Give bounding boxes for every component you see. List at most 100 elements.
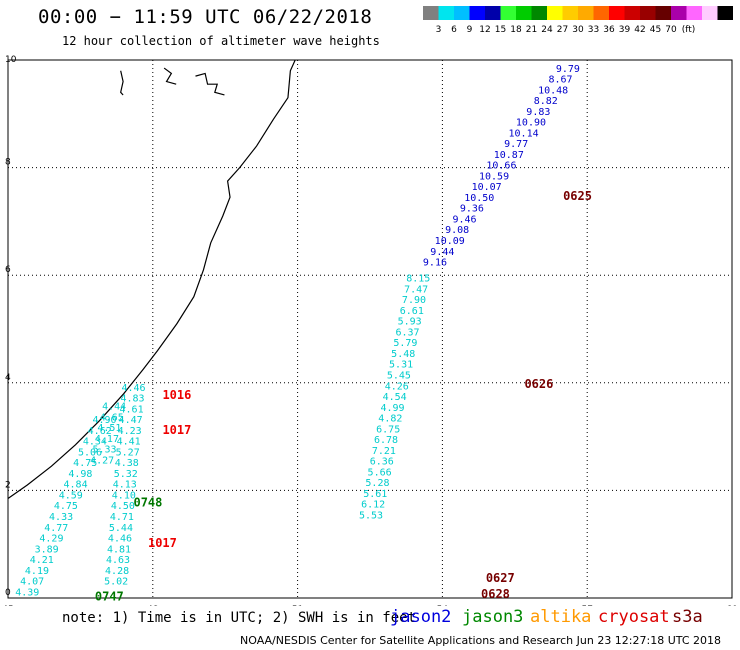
swh-value: 5.79 [393, 338, 417, 349]
swh-value: 4.26 [385, 381, 409, 392]
swh-value: 4.19 [25, 566, 49, 577]
swh-value: 10.50 [464, 193, 494, 204]
swh-value: 4.46 [121, 383, 145, 394]
swh-value: 4.71 [110, 512, 134, 523]
y-tick-label: 2 [5, 480, 11, 490]
color-scale-label: 30 [572, 25, 584, 34]
swh-value: 5.02 [104, 577, 128, 588]
color-swatch [500, 6, 516, 20]
swh-value: 4.98 [68, 469, 92, 480]
color-scale-label: 3 [436, 25, 442, 34]
swh-value: 10.14 [509, 128, 539, 139]
swh-value: 5.31 [389, 360, 413, 371]
color-scale-label: 33 [588, 25, 599, 34]
swh-value: 4.50 [111, 501, 135, 512]
map-frame [7, 59, 733, 599]
swh-value: 8.15 [406, 274, 430, 285]
color-scale-label: 70 [665, 25, 677, 34]
color-scale-label: 24 [541, 25, 553, 34]
color-scale-label: (ft) [682, 25, 696, 34]
pass-time-label: 0626 [524, 377, 553, 391]
swh-value: 4.44 [102, 402, 126, 413]
x-tick-label: 60 [726, 605, 738, 606]
swh-value: 4.17 [95, 434, 119, 445]
swh-value: 9.16 [423, 258, 447, 269]
swh-value: 10.07 [472, 182, 502, 193]
y-tick-label: 0 [5, 588, 11, 598]
island-outline [163, 67, 177, 85]
legend-jason3: jason3 [462, 607, 524, 627]
swh-value: 10.66 [486, 161, 516, 172]
swh-value: 5.45 [387, 370, 411, 381]
color-scale-label: 27 [557, 25, 568, 34]
swh-value: 9.44 [430, 247, 454, 258]
swh-value: 4.33 [49, 512, 73, 523]
swh-value: 5.06 [78, 447, 102, 458]
swh-value: 4.13 [113, 480, 137, 491]
swh-value: 4.34 [83, 437, 107, 448]
color-swatch [640, 6, 656, 20]
x-tick-label: 54 [437, 605, 449, 606]
color-swatch [686, 6, 702, 20]
swh-value: 5.27 [116, 447, 140, 458]
swh-value: 7.21 [372, 446, 396, 457]
color-swatch [609, 6, 625, 20]
color-scale-label: 18 [510, 25, 522, 34]
color-swatch [562, 6, 578, 20]
pass-time-label: 1017 [148, 536, 177, 550]
swh-value: 4.46 [108, 534, 132, 545]
swh-value: 6.12 [361, 500, 385, 511]
island-outline [120, 70, 124, 96]
x-tick-label: 48 [147, 605, 159, 606]
swh-value: 4.63 [106, 555, 130, 566]
swh-value: 8.82 [534, 96, 558, 107]
swh-value: 7.47 [404, 284, 428, 295]
color-swatch [423, 6, 439, 20]
swh-value: 4.27 [90, 456, 114, 467]
legend-jason2: jason2 [390, 607, 452, 627]
color-swatch [578, 6, 594, 20]
swh-value: 5.48 [391, 349, 415, 360]
color-swatch [702, 6, 718, 20]
swh-value: 5.66 [368, 467, 392, 478]
x-tick-label: 57 [581, 605, 592, 606]
swh-value: 4.99 [380, 403, 404, 414]
swh-value: 4.21 [30, 555, 54, 566]
swh-value: 4.77 [44, 523, 68, 534]
color-swatch [671, 6, 687, 20]
swh-value: 4.90 [92, 415, 116, 426]
swh-value: 4.54 [383, 392, 407, 403]
swh-value: 9.77 [504, 139, 528, 150]
color-swatch [531, 6, 547, 20]
y-tick-label: 6 [5, 265, 11, 275]
swh-value: 4.75 [73, 458, 97, 469]
swh-value: 10.09 [435, 236, 465, 247]
swh-value: 4.83 [120, 394, 144, 405]
swh-value: 3.89 [35, 544, 59, 555]
swh-value: 10.48 [538, 85, 568, 96]
swh-value: 4.61 [120, 404, 144, 415]
swh-value: 4.39 [15, 587, 39, 598]
swh-value: 6.78 [374, 435, 398, 446]
pass-time-label: 0627 [486, 571, 515, 585]
swh-value: 4.41 [117, 437, 141, 448]
color-scale-label: 36 [603, 25, 615, 34]
color-scale-label: 12 [479, 25, 490, 34]
color-scale-label: 6 [451, 25, 457, 34]
color-scale-label: 39 [619, 25, 631, 34]
swh-value: 6.37 [395, 327, 419, 338]
legend-altika: altika [530, 607, 592, 627]
pass-time-label: 0747 [95, 590, 124, 604]
swh-value: 6.75 [376, 424, 400, 435]
swh-value: 4.29 [39, 534, 63, 545]
swh-value: 4.81 [107, 544, 131, 555]
swh-value: 5.61 [363, 489, 387, 500]
footnote: note: 1) Time is in UTC; 2) SWH is in fe… [62, 610, 417, 626]
color-scale-legend: 3 6 9 12 15 18 21 24 27 30 33 36 39 42 45 70 (ft) [423, 6, 733, 34]
swh-value: 5.93 [398, 317, 422, 328]
swh-value: 4.82 [378, 414, 402, 425]
y-tick-label: 10 [5, 55, 17, 65]
swh-value: 10.59 [479, 171, 509, 182]
color-scale-label: 15 [495, 25, 506, 34]
swh-value: 4.10 [112, 490, 136, 501]
